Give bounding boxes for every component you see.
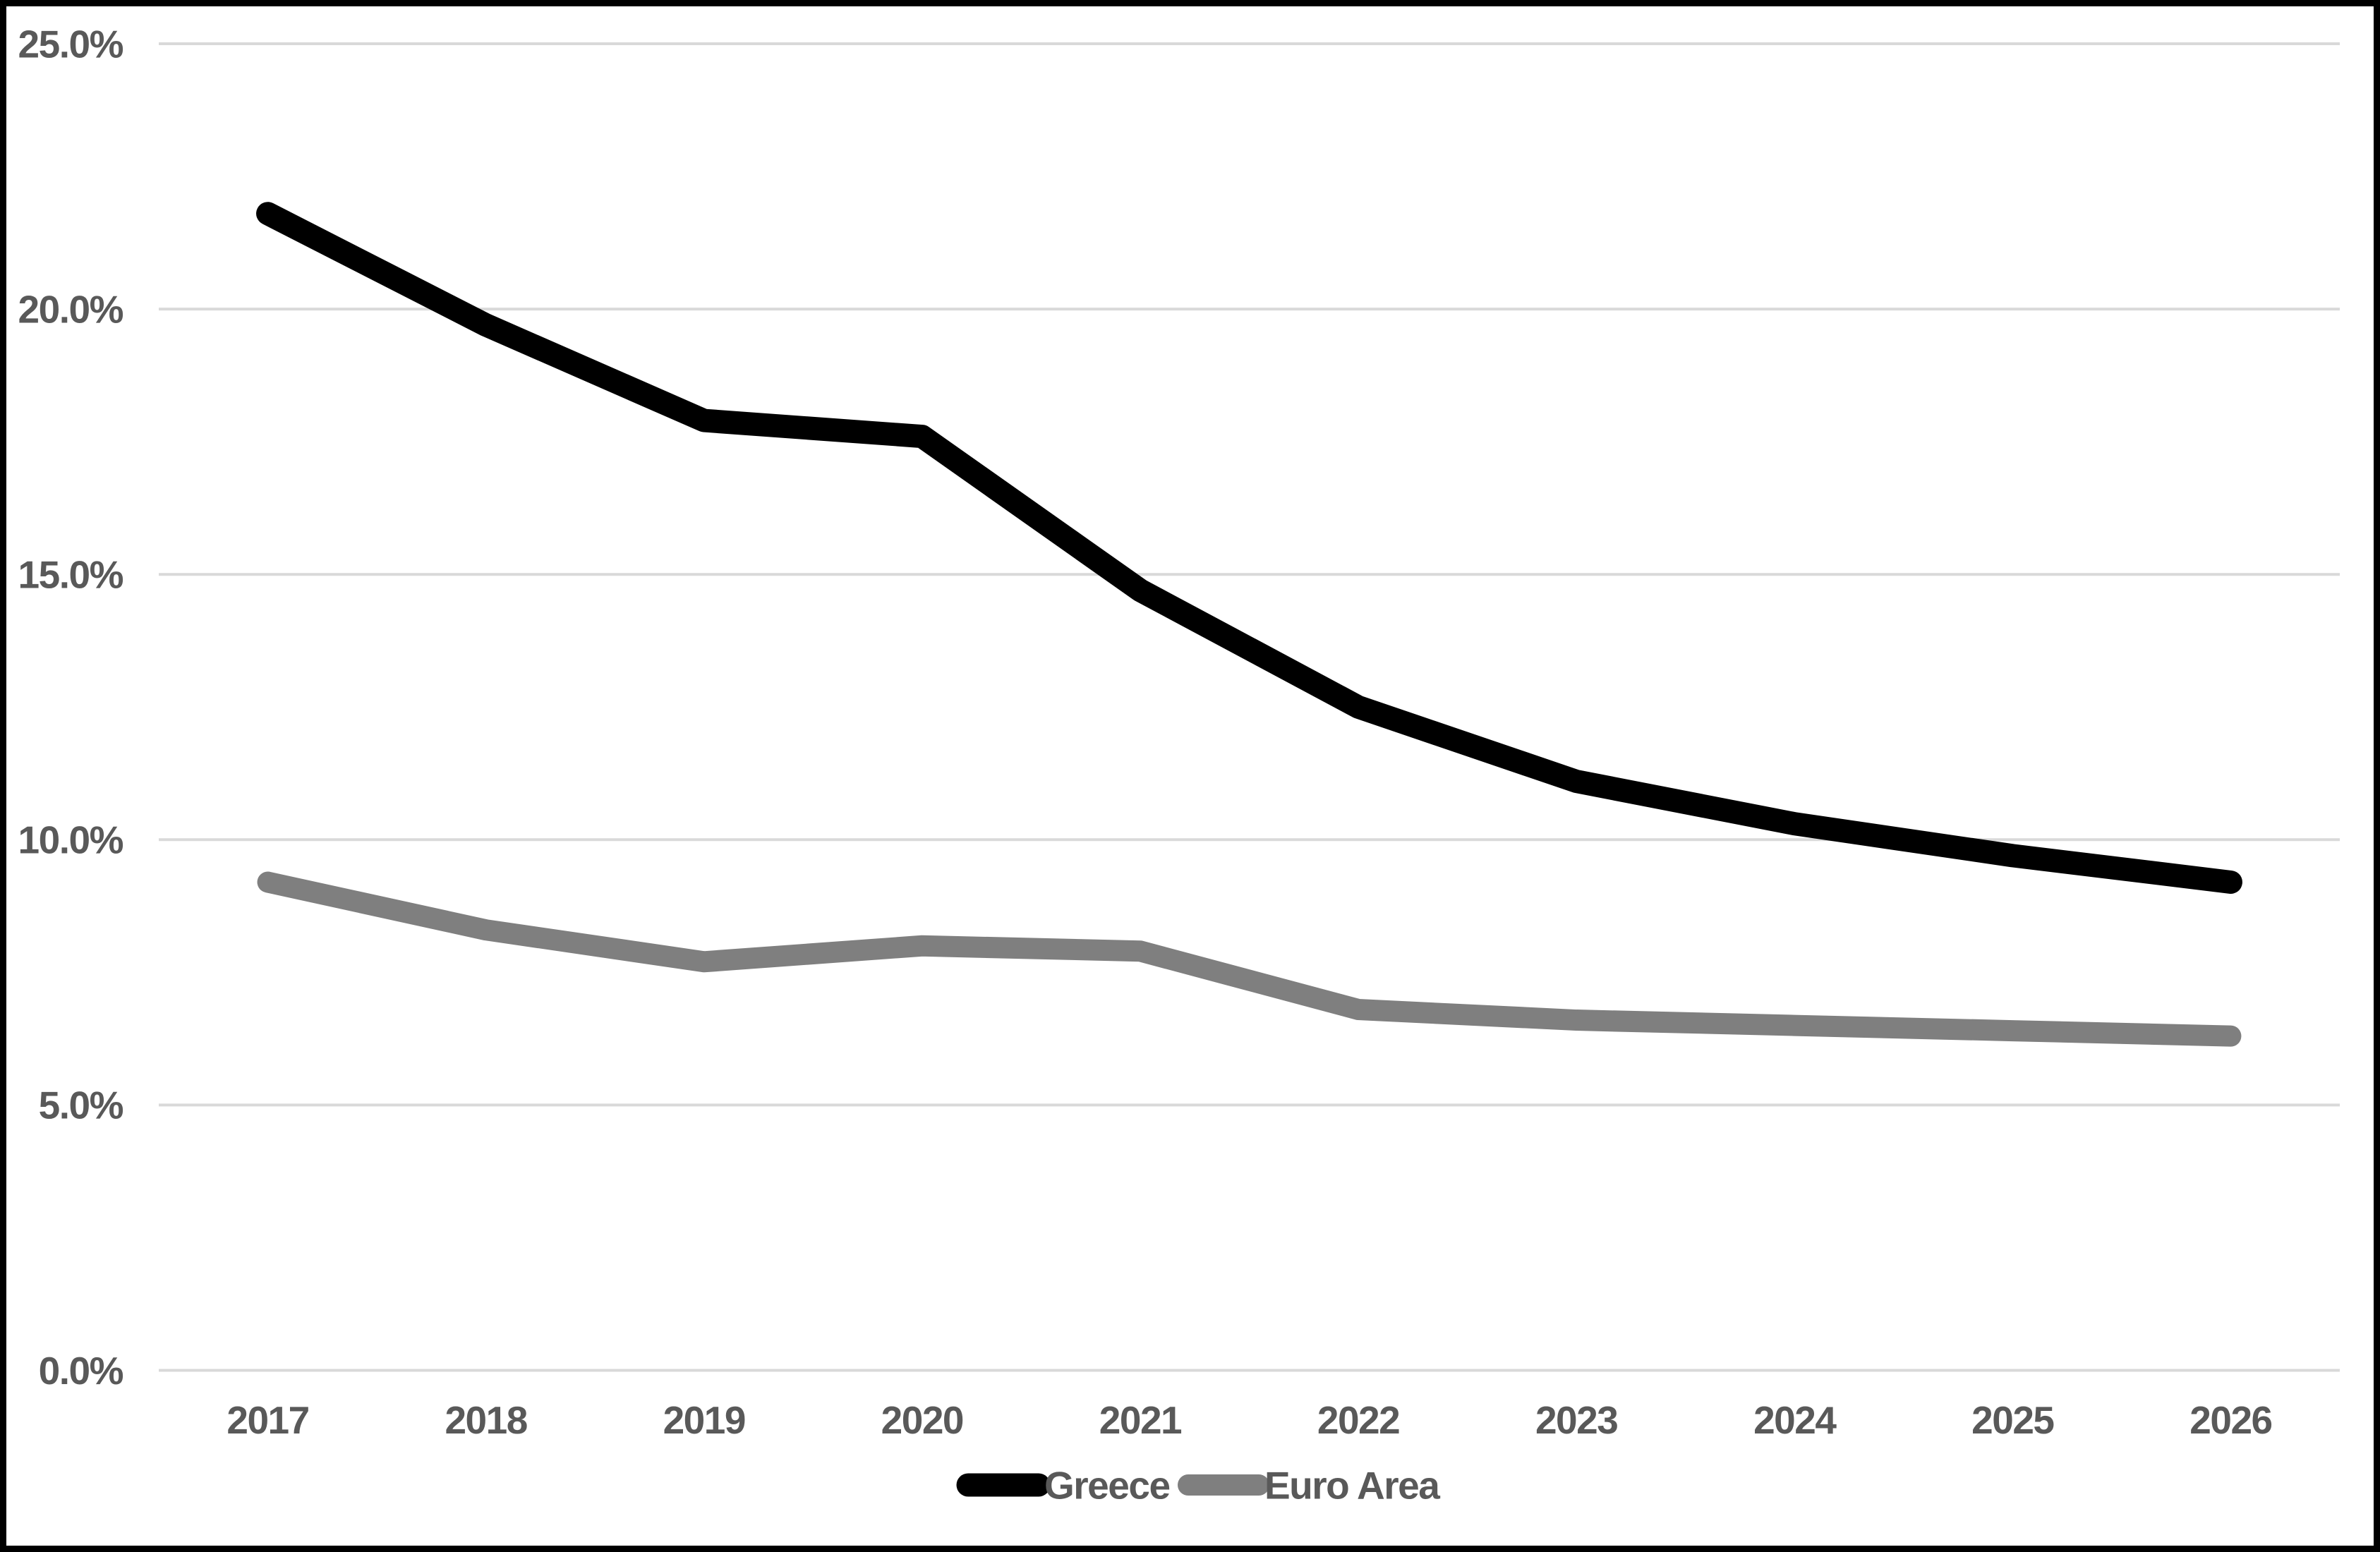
x-axis-tick-label: 2026 <box>2189 1398 2271 1442</box>
y-axis-tick-label: 15.0% <box>18 552 123 596</box>
legend-label-greece: Greece <box>1044 1463 1170 1507</box>
x-axis-tick-label: 2024 <box>1753 1398 1837 1442</box>
y-axis-tick-label: 10.0% <box>18 818 123 862</box>
y-axis-tick-label: 5.0% <box>39 1084 123 1127</box>
legend-label-euro-area: Euro Area <box>1264 1463 1440 1507</box>
euro-area-line <box>257 871 2242 1047</box>
y-axis-tick-label: 0.0% <box>39 1349 123 1393</box>
x-axis-tick-label: 2021 <box>1099 1398 1182 1442</box>
x-axis-tick-label: 2019 <box>663 1398 745 1442</box>
greece-line <box>256 202 2242 894</box>
y-axis-tick-label: 25.0% <box>18 22 123 66</box>
x-axis-tick-label: 2022 <box>1317 1398 1399 1442</box>
x-axis-tick-label: 2018 <box>445 1398 526 1442</box>
x-axis-tick-label: 2017 <box>226 1398 308 1442</box>
x-axis-tick-label: 2020 <box>881 1398 963 1442</box>
y-axis-tick-label: 20.0% <box>18 287 123 331</box>
x-axis-tick-label: 2025 <box>1971 1398 2054 1442</box>
x-axis-tick-label: 2023 <box>1535 1398 1617 1442</box>
